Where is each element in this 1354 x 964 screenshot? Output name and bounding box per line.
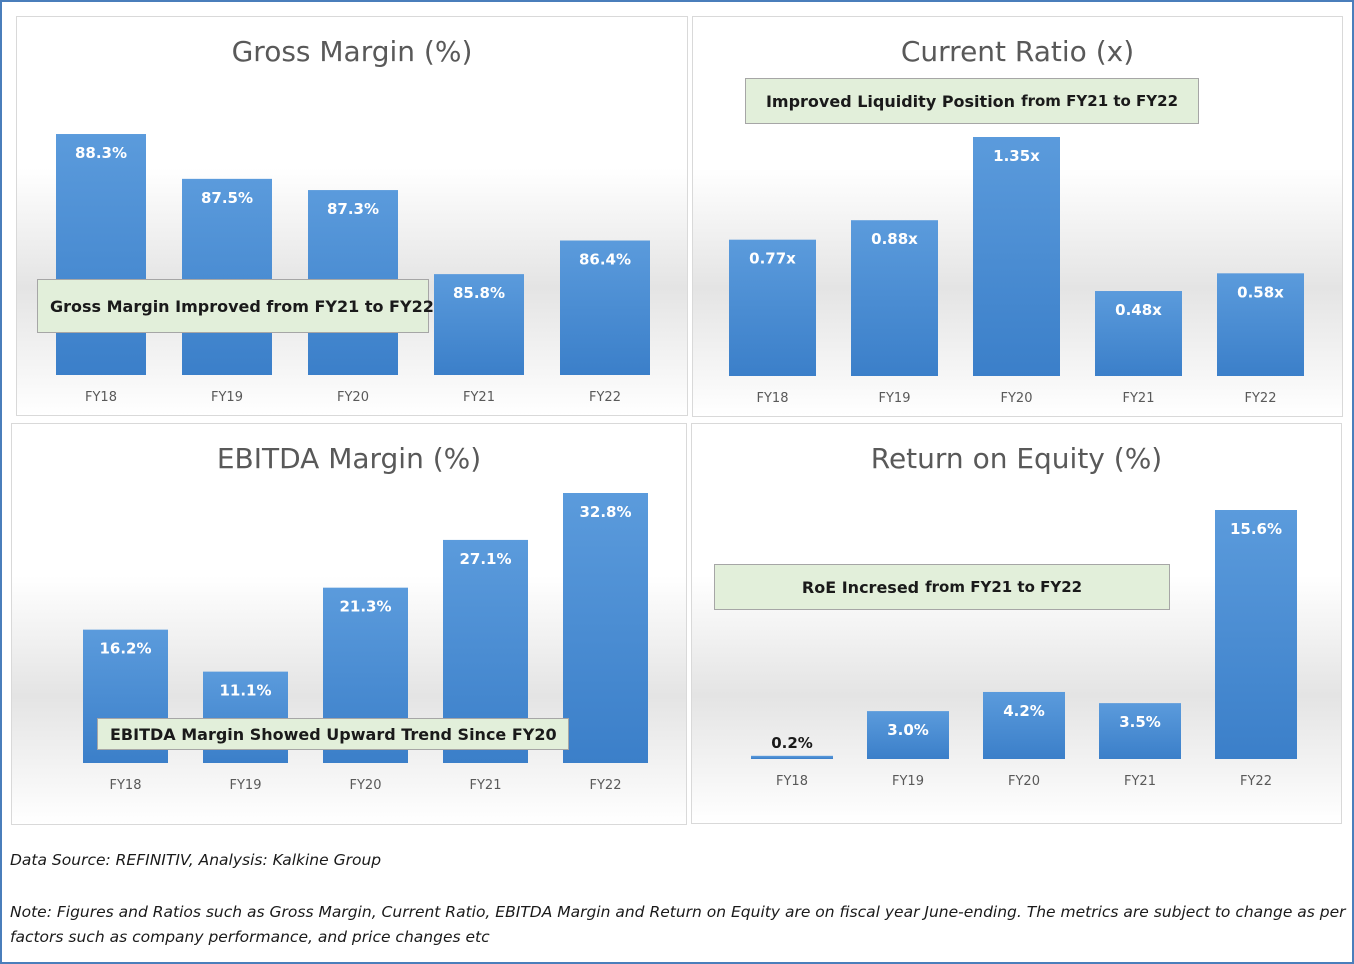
roe-bar-fy22 — [1215, 510, 1297, 759]
roe-tick-fy19: FY19 — [892, 774, 924, 789]
gross-margin-bar-fy21 — [434, 274, 524, 375]
gross-margin-callout: Gross Margin Improved from FY21 to FY22 — [37, 279, 434, 333]
roe-data-label-fy20: 4.2% — [1003, 702, 1045, 720]
ebitda-margin-data-label-fy19: 11.1% — [219, 682, 271, 700]
current-ratio-chart: 0.77x FY18 0.88x FY19 1.35x FY20 0.48x FY21 0.58… — [729, 137, 1304, 406]
ebitda-margin-tick-fy22: FY22 — [590, 778, 622, 793]
ebitda-margin-tick-fy20: FY20 — [350, 778, 382, 793]
current-ratio-tick-fy22: FY22 — [1245, 391, 1277, 406]
roe-data-label-fy19: 3.0% — [887, 721, 929, 739]
current-ratio-bar-fy21 — [1095, 291, 1182, 376]
ebitda-margin-title: EBITDA Margin (%) — [216, 442, 482, 475]
gross-margin-data-label-fy19: 87.5% — [201, 189, 253, 207]
roe-bar-fy18 — [751, 755, 833, 759]
roe-data-label-fy21: 3.5% — [1119, 713, 1161, 731]
ebitda-margin-data-label-fy18: 16.2% — [99, 640, 151, 658]
ebitda-margin-data-label-fy20: 21.3% — [339, 598, 391, 616]
gross-margin-tick-fy20: FY20 — [337, 390, 369, 405]
current-ratio-tick-fy21: FY21 — [1123, 391, 1155, 406]
roe-callout-light: from FY21 to FY22 — [925, 578, 1083, 596]
current-ratio-bar-fy18 — [729, 239, 816, 376]
current-ratio-bar-fy19 — [851, 220, 938, 376]
ebitda-margin-data-label-fy22: 32.8% — [579, 503, 631, 521]
ebitda-margin-panel: EBITDA Margin (%) 16.2% FY18 11.1% FY19 21.3… — [11, 423, 687, 825]
current-ratio-tick-fy20: FY20 — [1001, 391, 1033, 406]
current-ratio-title: Current Ratio (x) — [900, 35, 1135, 68]
roe-bar-fy19 — [867, 711, 949, 759]
gross-margin-bar-fy19 — [182, 178, 272, 375]
current-ratio-data-label-fy21: 0.48x — [1115, 301, 1162, 319]
current-ratio-data-label-fy20: 1.35x — [993, 147, 1040, 165]
roe-data-label-fy22: 15.6% — [1230, 520, 1282, 538]
gross-margin-tick-fy22: FY22 — [589, 390, 621, 405]
gross-margin-data-label-fy21: 85.8% — [453, 284, 505, 302]
gross-margin-chart: 88.3% FY18 87.5% FY19 87.3% FY20 85.8% FY21 86.4… — [56, 134, 650, 405]
roe-chart: 0.2% FY18 3.0% FY19 4.2% FY20 3.5% FY21 15.6% FY2… — [751, 510, 1297, 789]
current-ratio-bar-fy20 — [973, 137, 1060, 376]
roe-data-label-fy18: 0.2% — [771, 734, 813, 752]
current-ratio-data-label-fy18: 0.77x — [749, 250, 796, 268]
roe-tick-fy21: FY21 — [1124, 774, 1156, 789]
ebitda-margin-tick-fy18: FY18 — [110, 778, 142, 793]
ebitda-margin-bar-fy22 — [563, 493, 648, 763]
current-ratio-callout-light: from FY21 to FY22 — [1021, 92, 1179, 110]
current-ratio-panel: Current Ratio (x) 0.77x FY18 0.88x FY19 1.35… — [692, 16, 1343, 417]
gross-margin-tick-fy19: FY19 — [211, 390, 243, 405]
gross-margin-tick-fy21: FY21 — [463, 390, 495, 405]
current-ratio-tick-fy18: FY18 — [757, 391, 789, 406]
roe-tick-fy18: FY18 — [776, 774, 808, 789]
gross-margin-callout-text: Gross Margin Improved from FY21 to FY22 — [50, 296, 434, 316]
ebitda-margin-callout: EBITDA Margin Showed Upward Trend Since … — [97, 718, 569, 750]
current-ratio-tick-fy19: FY19 — [879, 391, 911, 406]
roe-tick-fy22: FY22 — [1240, 774, 1272, 789]
roe-callout: RoE Incresed from FY21 to FY22 — [714, 564, 1170, 610]
gross-margin-bar-fy22 — [560, 240, 650, 375]
roe-callout-bold: RoE Incresed — [801, 577, 920, 597]
roe-panel: Return on Equity (%) 0.2% FY18 3.0% FY19 4.2… — [691, 423, 1342, 824]
ebitda-margin-chart: 16.2% FY18 11.1% FY19 21.3% FY20 27.1% FY21 32.8… — [83, 493, 648, 793]
current-ratio-callout: Improved Liquidity Position from FY21 to… — [745, 78, 1199, 124]
gross-margin-data-label-fy20: 87.3% — [327, 200, 379, 218]
roe-bar-fy21 — [1099, 703, 1181, 759]
ebitda-margin-tick-fy21: FY21 — [470, 778, 502, 793]
gross-margin-title: Gross Margin (%) — [231, 35, 473, 68]
ebitda-margin-data-label-fy21: 27.1% — [459, 550, 511, 568]
current-ratio-callout-bold: Improved Liquidity Position — [765, 91, 1016, 111]
roe-tick-fy20: FY20 — [1008, 774, 1040, 789]
gross-margin-data-label-fy18: 88.3% — [75, 144, 127, 162]
gross-margin-tick-fy18: FY18 — [85, 390, 117, 405]
note-text-line2: factors such as company performance, and… — [10, 928, 490, 946]
current-ratio-data-label-fy22: 0.58x — [1237, 283, 1284, 301]
note-text-line1: Note: Figures and Ratios such as Gross M… — [10, 903, 1346, 921]
roe-bar-fy20 — [983, 691, 1065, 759]
current-ratio-bar-fy22 — [1217, 273, 1304, 376]
gross-margin-bar-fy18 — [56, 134, 146, 375]
ebitda-margin-tick-fy19: FY19 — [230, 778, 262, 793]
gross-margin-data-label-fy22: 86.4% — [579, 251, 631, 269]
data-source-text: Data Source: REFINITIV, Analysis: Kalkin… — [10, 851, 382, 869]
ebitda-margin-callout-text: EBITDA Margin Showed Upward Trend Since … — [110, 724, 557, 744]
roe-title: Return on Equity (%) — [870, 442, 1163, 475]
gross-margin-panel: Gross Margin (%) 88.3% FY18 87.5% FY19 87.3%… — [16, 16, 688, 416]
current-ratio-data-label-fy19: 0.88x — [871, 230, 918, 248]
